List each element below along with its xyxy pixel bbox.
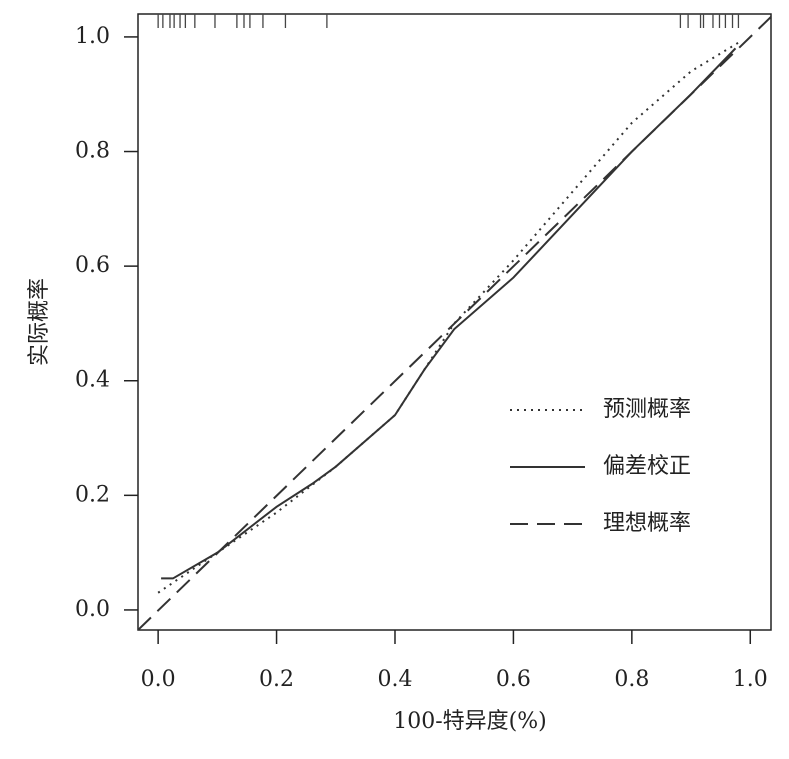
x-tick-label: 0.2 (259, 667, 294, 692)
y-tick-label: 0.4 (75, 368, 110, 393)
x-axis-label: 100-特异度(%) (393, 709, 547, 734)
y-tick-label: 1.0 (75, 24, 110, 49)
legend-label: 偏差校正 (603, 454, 691, 479)
x-tick-label: 1.0 (733, 667, 768, 692)
plot-frame (137, 13, 772, 631)
x-tick-label: 0.4 (377, 667, 412, 692)
y-tick-label: 0.0 (75, 597, 110, 622)
series-line (138, 16, 771, 630)
legend-label: 理想概率 (603, 511, 691, 536)
series-line (161, 47, 737, 580)
x-tick-label: 0.8 (614, 667, 649, 692)
y-tick-label: 0.8 (75, 139, 110, 164)
series-line (157, 41, 739, 594)
y-axis-label: 实际概率 (27, 278, 52, 366)
x-tick-label: 0.6 (496, 667, 531, 692)
y-tick-label: 0.6 (75, 253, 110, 278)
y-tick-label: 0.2 (75, 482, 110, 507)
x-tick-label: 0.0 (141, 667, 176, 692)
legend-label: 预测概率 (603, 397, 691, 422)
